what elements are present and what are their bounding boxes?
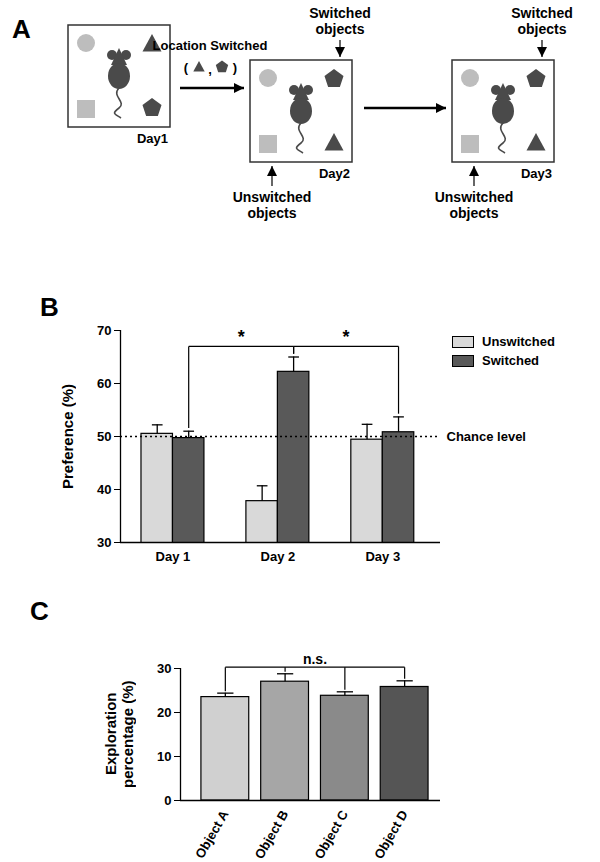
svg-text:Day 1: Day 1 (156, 549, 191, 564)
svg-text:30: 30 (157, 661, 171, 676)
svg-text:30: 30 (97, 535, 111, 550)
svg-text:70: 70 (97, 323, 111, 338)
svg-text:Object D: Object D (371, 808, 411, 862)
svg-text:Object A: Object A (192, 807, 232, 861)
svg-text:Switched: Switched (309, 5, 370, 21)
svg-text:objects: objects (517, 21, 566, 37)
svg-text:(: ( (184, 60, 189, 75)
svg-text:Day2: Day2 (319, 166, 350, 181)
svg-text:40: 40 (97, 482, 111, 497)
svg-text:*: * (238, 327, 245, 347)
svg-text:): ) (233, 60, 237, 75)
svg-text:objects: objects (247, 205, 296, 221)
html-text:C: C (30, 596, 49, 626)
svg-text:60: 60 (97, 376, 111, 391)
html-text:Switched: Switched (482, 353, 540, 368)
svg-text:n.s.: n.s. (303, 651, 327, 667)
svg-text:*: * (343, 327, 350, 347)
svg-text:0: 0 (164, 793, 171, 808)
html-text:A: A (12, 14, 31, 44)
html-text:Exploration percentage (%): Exploration percentage (%) (102, 680, 136, 788)
svg-text:Day 2: Day 2 (261, 549, 296, 564)
html-text:Unswitched: Unswitched (482, 334, 555, 349)
svg-text:Day3: Day3 (521, 166, 552, 181)
svg-text:50: 50 (97, 429, 111, 444)
svg-text:20: 20 (157, 705, 171, 720)
svg-text:10: 10 (157, 749, 171, 764)
svg-text:Switched: Switched (511, 5, 572, 21)
html-text:B: B (40, 292, 59, 322)
svg-text:Unswitched: Unswitched (435, 189, 514, 205)
svg-text:,: , (208, 62, 212, 77)
svg-text:Day 3: Day 3 (365, 549, 400, 564)
html-text:Preference (%): Preference (%) (59, 383, 76, 489)
svg-text:Location Switched: Location Switched (153, 38, 268, 53)
svg-text:objects: objects (449, 205, 498, 221)
svg-text:Day1: Day1 (137, 131, 168, 146)
svg-text:Object B: Object B (252, 808, 292, 862)
svg-text:Unswitched: Unswitched (233, 189, 312, 205)
svg-text:Chance level: Chance level (447, 429, 527, 444)
svg-text:Object C: Object C (311, 807, 351, 861)
svg-text:objects: objects (315, 21, 364, 37)
